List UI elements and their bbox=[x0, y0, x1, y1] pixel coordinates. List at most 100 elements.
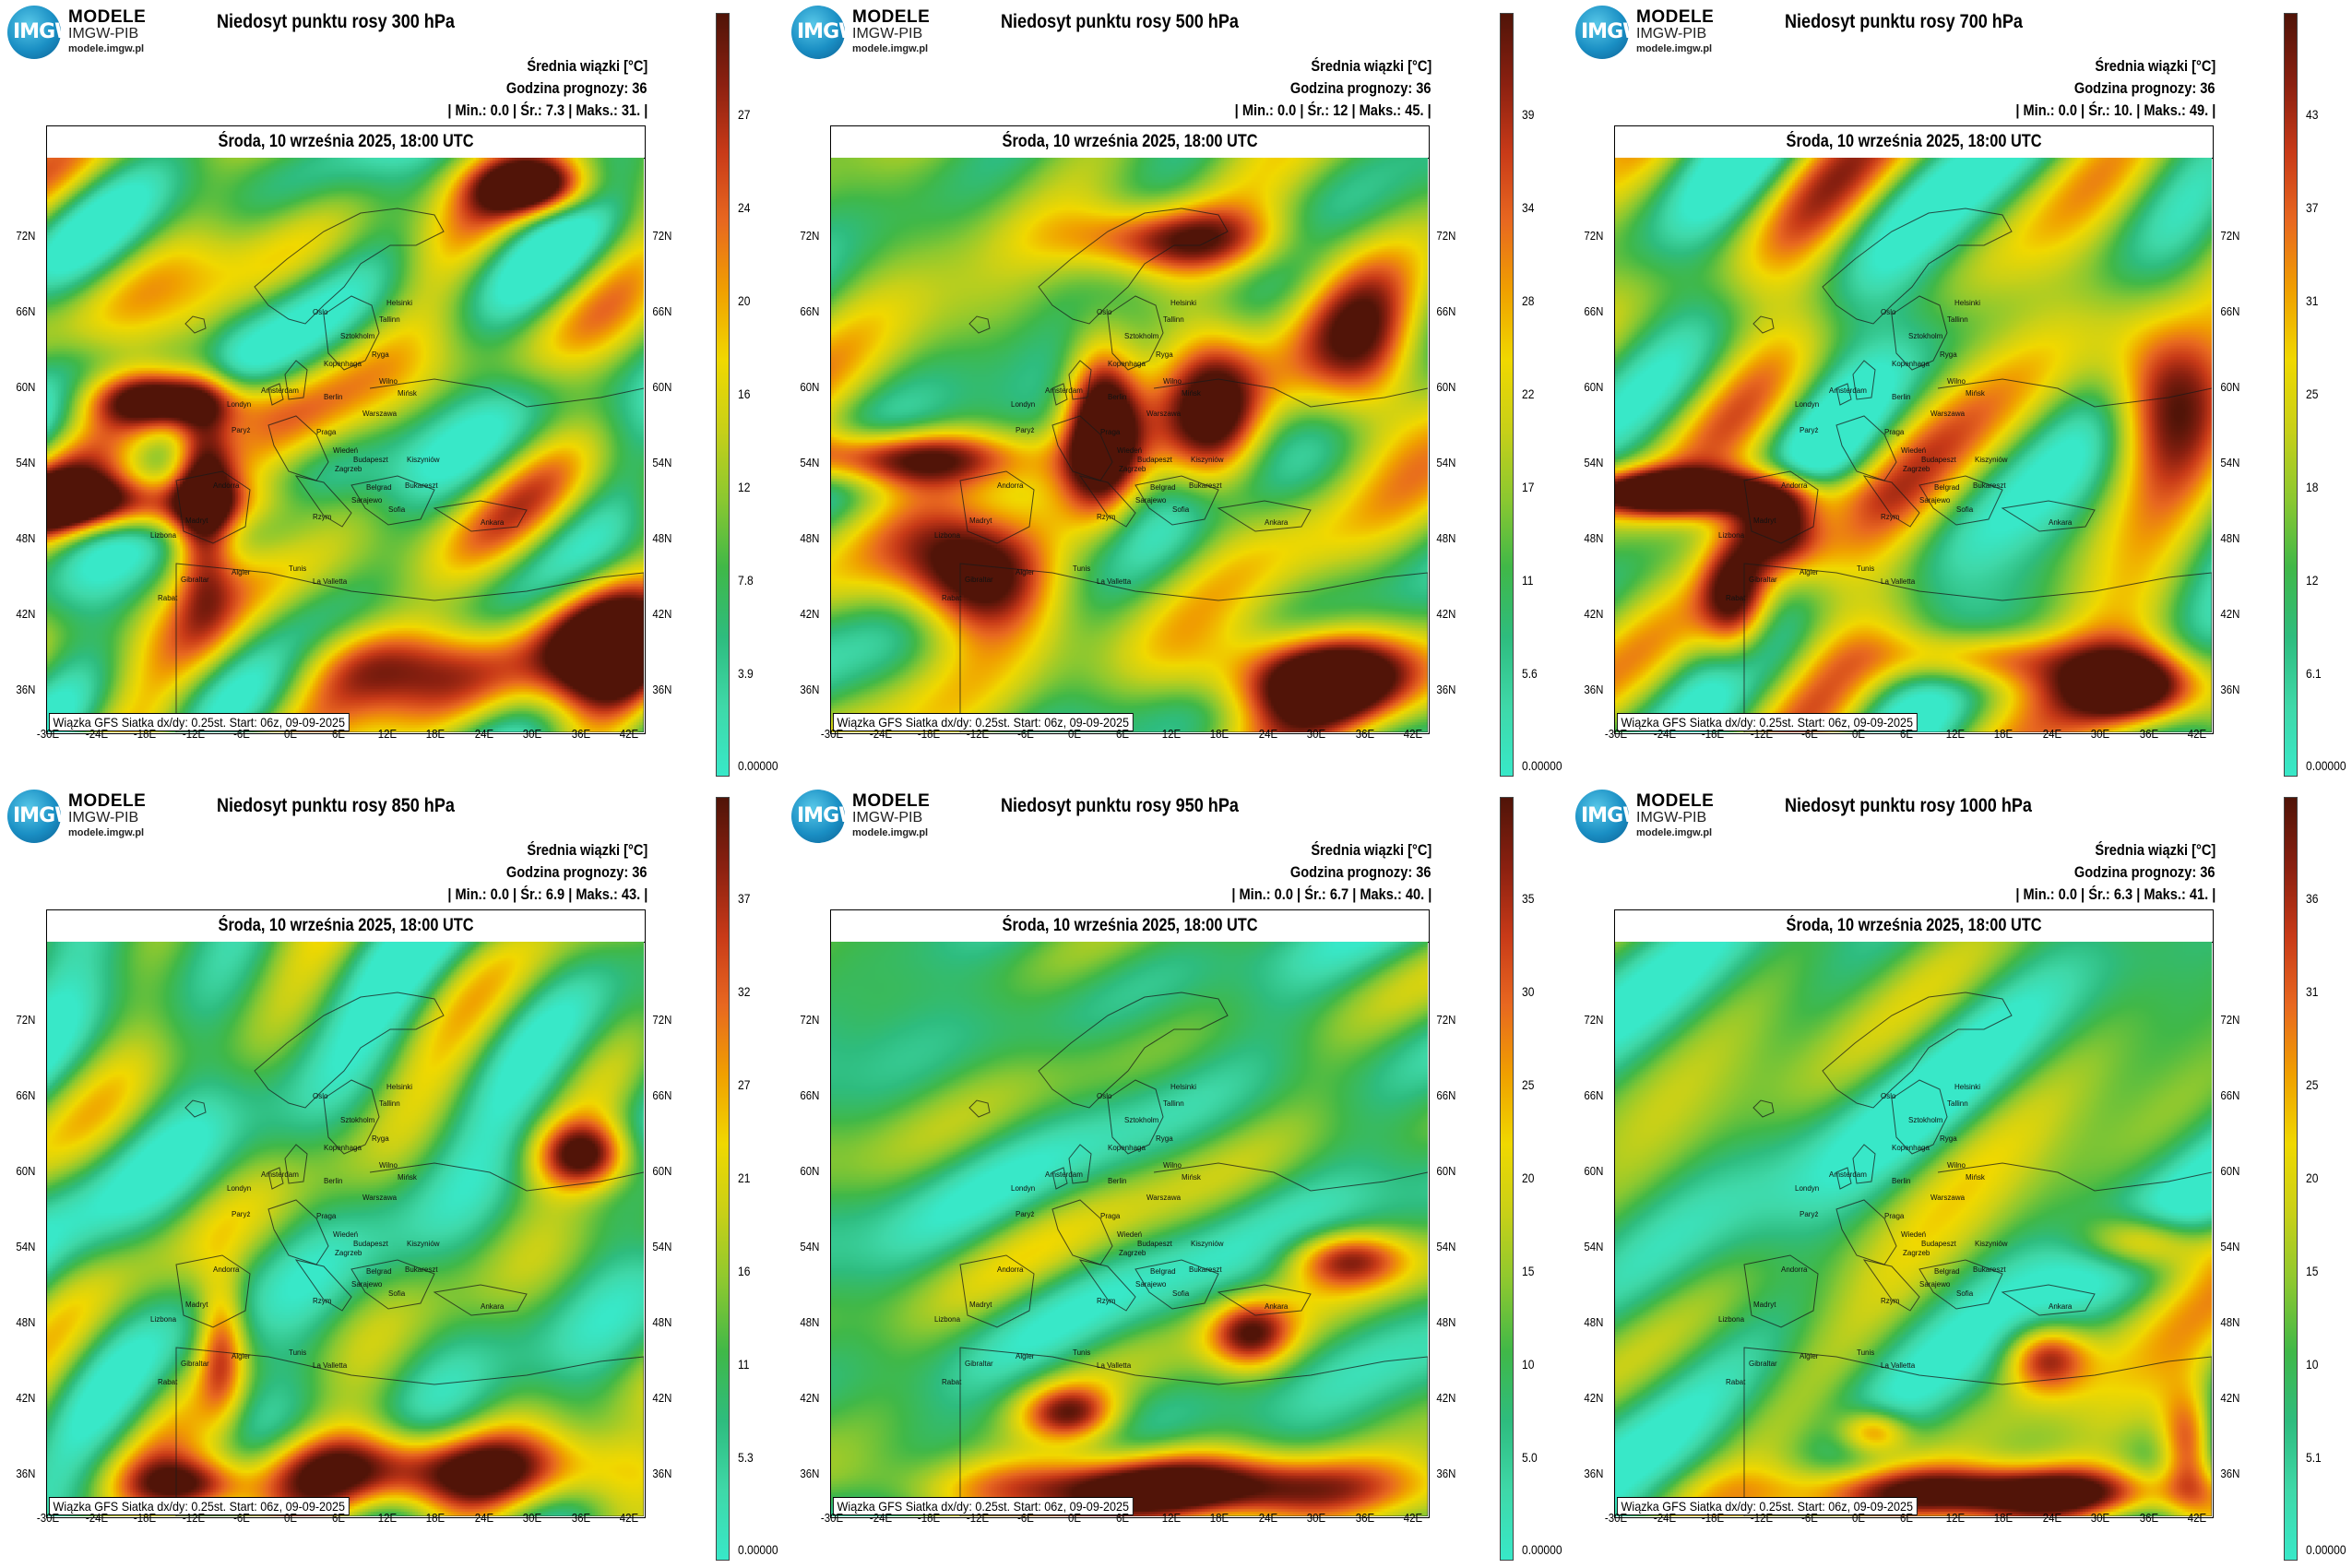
valid-time: Środa, 10 września 2025, 18:00 UTC bbox=[1786, 916, 2042, 935]
colorbar-tick-label: 24 bbox=[738, 200, 751, 215]
colorbar-tick-label: 10 bbox=[1522, 1357, 1535, 1372]
model-footer: Wiązka GFS Siatka dx/dy: 0.25st. Start: … bbox=[833, 1497, 1134, 1515]
colorbar-tick-label: 5.0 bbox=[1522, 1450, 1538, 1465]
lon-label: 36E bbox=[2139, 1511, 2158, 1525]
svg-text:Oslo: Oslo bbox=[313, 1092, 328, 1100]
lon-label: 42E bbox=[619, 727, 639, 741]
svg-text:Kopenhaga: Kopenhaga bbox=[324, 360, 362, 368]
lat-label: 54N bbox=[2220, 1240, 2240, 1253]
svg-text:Rzym: Rzym bbox=[1097, 1297, 1116, 1305]
svg-text:Kiszyniów: Kiszyniów bbox=[407, 456, 440, 464]
svg-text:Algier: Algier bbox=[1800, 1352, 1819, 1360]
lon-label: 0E bbox=[1851, 1511, 1865, 1525]
panel-title: Niedosyt punktu rosy 500 hPa bbox=[1001, 11, 1239, 32]
colorbar-tick-label: 7.8 bbox=[738, 573, 754, 588]
svg-text:Warszawa: Warszawa bbox=[362, 410, 398, 418]
svg-text:Algier: Algier bbox=[232, 1352, 251, 1360]
svg-text:Rzym: Rzym bbox=[1881, 1297, 1900, 1305]
lon-label: -12E bbox=[1750, 1511, 1773, 1525]
svg-text:Lizbona: Lizbona bbox=[150, 1315, 177, 1324]
lat-label: 48N bbox=[2220, 1315, 2240, 1329]
valid-time-bar: Środa, 10 września 2025, 18:00 UTC bbox=[1615, 126, 2213, 159]
lon-label: 30E bbox=[2090, 1511, 2110, 1525]
svg-text:Amsterdam: Amsterdam bbox=[1045, 1170, 1083, 1179]
svg-text:Tallinn: Tallinn bbox=[379, 315, 400, 324]
svg-text:Oslo: Oslo bbox=[1097, 308, 1112, 316]
logo-mark: IMGW bbox=[1581, 20, 1645, 43]
colorbar bbox=[1500, 13, 1514, 777]
forecast-panel-5: IMGW MODELE IMGW-PIB modele.imgw.pl Nied… bbox=[784, 784, 1568, 1568]
colorbar-tick-label: 25 bbox=[1522, 1077, 1535, 1092]
lon-label: 42E bbox=[1403, 727, 1423, 741]
lon-label: -30E bbox=[36, 727, 60, 741]
svg-text:Warszawa: Warszawa bbox=[1146, 1194, 1182, 1202]
imgw-logo-icon bbox=[7, 6, 61, 59]
svg-text:Gibraltar: Gibraltar bbox=[181, 576, 209, 584]
svg-text:Andorra: Andorra bbox=[213, 481, 240, 490]
svg-text:Mińsk: Mińsk bbox=[398, 389, 418, 398]
logo-title: MODELE bbox=[68, 791, 147, 811]
logo-mark: IMGW bbox=[13, 20, 77, 43]
lat-label: 42N bbox=[16, 1391, 36, 1405]
panel-title: Niedosyt punktu rosy 300 hPa bbox=[217, 11, 455, 32]
svg-text:Zagrzeb: Zagrzeb bbox=[1903, 1249, 1930, 1257]
colorbar-tick-label: 0.00000 bbox=[1522, 1542, 1562, 1557]
svg-text:Kiszyniów: Kiszyniów bbox=[1191, 1240, 1224, 1248]
svg-text:Zagrzeb: Zagrzeb bbox=[335, 465, 362, 473]
svg-text:Wilno: Wilno bbox=[1947, 377, 1966, 386]
lat-label: 42N bbox=[1584, 1391, 1604, 1405]
lon-label: 42E bbox=[2187, 727, 2207, 741]
lat-label: 60N bbox=[2220, 1164, 2240, 1178]
lon-label: 0E bbox=[1067, 1511, 1081, 1525]
logo-mark: IMGW bbox=[13, 804, 77, 827]
colorbar-tick-label: 39 bbox=[1522, 107, 1535, 122]
lon-label: 6E bbox=[332, 1511, 345, 1525]
forecast-hour: Godzina prognozy: 36 bbox=[2074, 863, 2215, 881]
quantity-label: Średnia wiązki [°C] bbox=[527, 841, 647, 859]
svg-text:Sztokholm: Sztokholm bbox=[1908, 332, 1943, 340]
colorbar-tick-label: 32 bbox=[738, 984, 751, 999]
colorbar-tick-label: 17 bbox=[1522, 480, 1535, 494]
svg-text:Belgrad: Belgrad bbox=[1150, 483, 1176, 492]
imgw-logo-icon bbox=[1575, 790, 1629, 843]
panel-title: Niedosyt punktu rosy 850 hPa bbox=[217, 795, 455, 816]
lat-label: 54N bbox=[800, 1240, 820, 1253]
lon-label: 6E bbox=[1900, 1511, 1913, 1525]
colorbar-tick-label: 0.00000 bbox=[2306, 1542, 2346, 1557]
svg-text:Berlin: Berlin bbox=[1108, 1177, 1126, 1185]
svg-text:Helsinki: Helsinki bbox=[1954, 299, 1980, 307]
svg-text:Lizbona: Lizbona bbox=[934, 1315, 961, 1324]
lon-label: -24E bbox=[1653, 1511, 1676, 1525]
logo-title: MODELE bbox=[68, 7, 147, 27]
forecast-hour: Godzina prognozy: 36 bbox=[2074, 79, 2215, 97]
svg-text:Belgrad: Belgrad bbox=[1150, 1267, 1176, 1276]
colorbar-tick-label: 15 bbox=[1522, 1264, 1535, 1278]
svg-text:Sofia: Sofia bbox=[1956, 505, 1974, 514]
colorbar-tick-label: 43 bbox=[2306, 107, 2319, 122]
lat-label: 72N bbox=[1436, 1013, 1456, 1027]
lat-label: 42N bbox=[1436, 1391, 1456, 1405]
svg-text:Madryt: Madryt bbox=[1753, 517, 1776, 525]
lon-label: -6E bbox=[233, 1511, 250, 1525]
svg-text:Budapeszt: Budapeszt bbox=[1137, 1240, 1173, 1248]
lat-label: 66N bbox=[1436, 304, 1456, 318]
svg-text:Kopenhaga: Kopenhaga bbox=[1892, 1144, 1930, 1152]
coastlines-overlay: Oslo Helsinki Sztokholm Tallinn Ryga Kopenhag… bbox=[934, 992, 1428, 1516]
lat-label: 66N bbox=[800, 304, 820, 318]
svg-text:Budapeszt: Budapeszt bbox=[353, 1240, 389, 1248]
colorbar-tick-label: 25 bbox=[2306, 386, 2319, 401]
svg-text:Warszawa: Warszawa bbox=[362, 1194, 398, 1202]
svg-text:Berlin: Berlin bbox=[1108, 393, 1126, 401]
svg-text:Praga: Praga bbox=[1100, 428, 1121, 436]
map-frame: Środa, 10 września 2025, 18:00 UTC Oslo H… bbox=[46, 125, 646, 734]
imgw-logo-icon bbox=[7, 790, 61, 843]
logo-subtitle: IMGW-PIB bbox=[68, 26, 139, 42]
colorbar-tick-label: 0.00000 bbox=[738, 758, 778, 773]
svg-text:Oslo: Oslo bbox=[1881, 308, 1896, 316]
svg-text:Belgrad: Belgrad bbox=[366, 1267, 392, 1276]
logo-subtitle: IMGW-PIB bbox=[852, 26, 923, 42]
dewpoint-deficit-field bbox=[831, 158, 1428, 732]
svg-text:Wilno: Wilno bbox=[1163, 377, 1182, 386]
lat-label: 42N bbox=[800, 607, 820, 621]
svg-text:Amsterdam: Amsterdam bbox=[261, 386, 299, 395]
